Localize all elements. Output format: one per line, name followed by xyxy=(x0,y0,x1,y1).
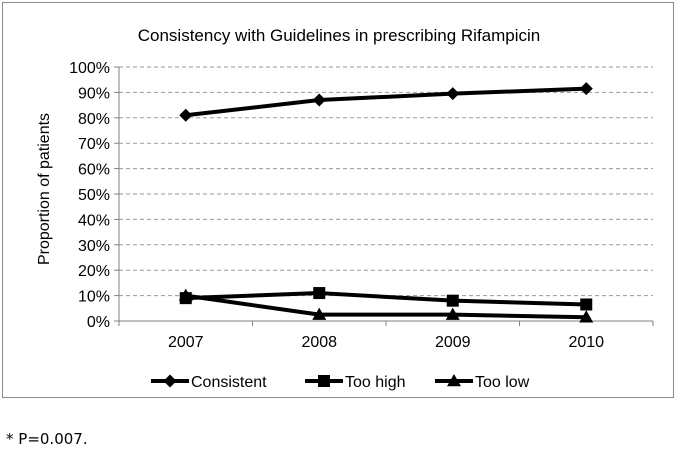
data-point-too-high xyxy=(446,294,459,307)
y-tick-label: 60% xyxy=(78,162,110,179)
data-point-too-high xyxy=(580,298,593,311)
line-chart: Consistency with Guidelines in prescribi… xyxy=(36,26,654,391)
legend: Consistent Too high Too low xyxy=(151,374,530,391)
series-too-high xyxy=(179,287,593,311)
chart-frame: Consistency with Guidelines in prescribi… xyxy=(2,2,674,398)
data-point-too-low xyxy=(312,307,327,320)
x-tick-label: 2008 xyxy=(301,334,337,351)
y-tick-label: 30% xyxy=(78,238,110,255)
axes xyxy=(114,66,654,326)
data-point-consistent xyxy=(579,82,593,96)
y-tick-label: 70% xyxy=(78,136,110,153)
legend-item-consistent: Consistent xyxy=(151,374,267,391)
legend-marker xyxy=(318,375,330,387)
series-too-low xyxy=(178,288,594,323)
series xyxy=(178,82,594,323)
legend-label: Consistent xyxy=(191,374,267,391)
legend-marker xyxy=(163,374,177,388)
y-tick-label: 80% xyxy=(78,111,110,128)
legend-marker xyxy=(447,374,461,387)
x-tick-label: 2007 xyxy=(168,334,204,351)
legend-item-too-low: Too low xyxy=(435,374,530,391)
x-tick-labels: 2007 2008 2009 2010 xyxy=(168,334,604,351)
gridlines xyxy=(119,66,653,297)
legend-label: Too high xyxy=(345,374,406,391)
legend-item-too-high: Too high xyxy=(305,374,406,391)
series-line-too-high xyxy=(185,291,587,307)
y-tick-label: 20% xyxy=(78,263,110,280)
data-point-consistent xyxy=(179,108,193,122)
x-tick-label: 2009 xyxy=(435,334,471,351)
legend-label: Too low xyxy=(475,374,530,391)
y-axis-title: Proportion of patients xyxy=(36,113,53,265)
data-point-too-low xyxy=(579,310,594,323)
data-point-too-high xyxy=(313,287,326,300)
y-tick-labels: 0% 10% 20% 30% 40% 50% 60% 70% 80% 90% 100% xyxy=(69,60,110,331)
y-tick-label: 40% xyxy=(78,212,110,229)
y-tick-label: 50% xyxy=(78,187,110,204)
series-line-consistent xyxy=(185,86,587,118)
series-line-too-low xyxy=(185,293,587,320)
y-tick-label: 10% xyxy=(78,289,110,306)
footnote: * P=0.007. xyxy=(6,430,88,448)
chart-title: Consistency with Guidelines in prescribi… xyxy=(138,26,541,45)
y-tick-label: 0% xyxy=(87,314,110,331)
data-point-too-low xyxy=(178,288,193,301)
data-point-too-low xyxy=(445,307,460,320)
series-consistent xyxy=(179,82,593,122)
data-point-consistent xyxy=(312,93,326,107)
data-point-consistent xyxy=(446,87,460,101)
x-tick-label: 2010 xyxy=(568,334,604,351)
y-tick-label: 100% xyxy=(69,60,110,77)
y-tick-label: 90% xyxy=(78,85,110,102)
